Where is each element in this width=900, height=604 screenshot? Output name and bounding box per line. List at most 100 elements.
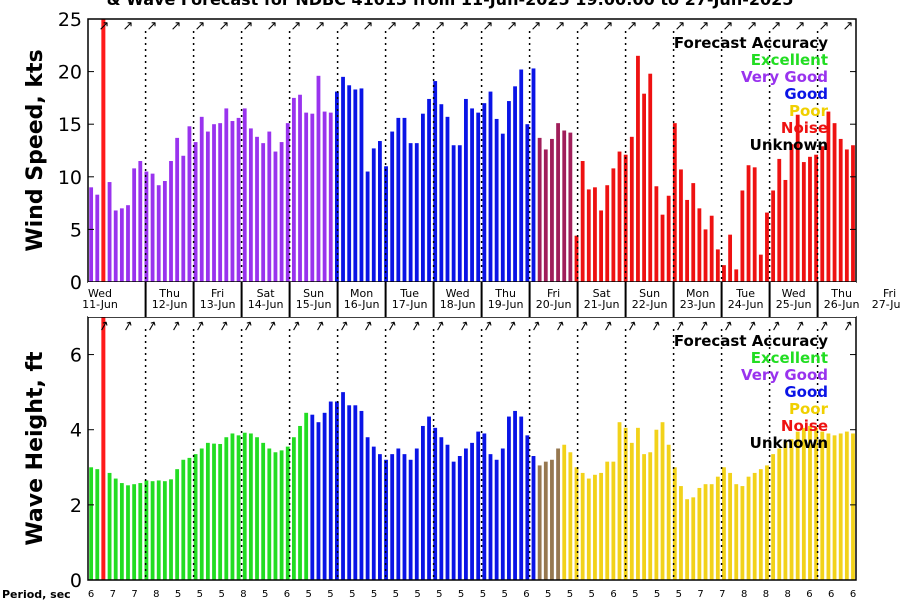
wind-bar [672, 123, 677, 283]
wind-bar [636, 55, 640, 282]
day-label-date: 24-Jun [728, 298, 764, 311]
wave-bar [482, 433, 487, 580]
wave-bar [89, 467, 94, 580]
day-label-dow: Mon [350, 287, 373, 300]
wind-bar [531, 68, 536, 282]
period-value: 8 [240, 589, 246, 600]
wind-legend-entry: Very Good [741, 68, 828, 86]
period-value: 5 [480, 589, 486, 600]
wave-bar [353, 405, 358, 580]
day-label-dow: Thu [830, 287, 852, 300]
wind-bar [697, 208, 702, 282]
wave-bar [476, 431, 481, 580]
day-label-date: 21-Jun [584, 298, 620, 311]
wave-bar [193, 454, 198, 580]
wind-bar [89, 187, 94, 282]
period-value: 5 [349, 589, 355, 600]
wave-bar [629, 442, 634, 580]
wave-bar [181, 459, 186, 580]
wind-bar [660, 214, 665, 282]
wave-bar [273, 452, 278, 580]
wind-bar [304, 112, 309, 282]
wind-bar [347, 85, 352, 282]
wave-bar [402, 454, 407, 580]
wave-bar [107, 472, 112, 580]
wave-bar [500, 448, 505, 580]
wave-bar [169, 479, 173, 580]
wave-bar [248, 433, 253, 580]
day-axis-band [88, 282, 856, 317]
period-value: 8 [153, 589, 159, 600]
wave-bar [150, 481, 155, 580]
wind-bar [248, 128, 253, 282]
wind-bar [230, 121, 235, 282]
wind-bar [421, 113, 425, 283]
wave-bar [212, 443, 216, 580]
day-label-dow: Thu [494, 287, 516, 300]
wind-legend-entry: Excellent [751, 51, 828, 69]
wind-bar [224, 108, 229, 282]
wind-bar [414, 143, 419, 282]
wind-bar [482, 103, 487, 282]
wave-y-tick-label: 6 [70, 345, 82, 367]
period-value: 5 [175, 589, 181, 600]
wind-bar [611, 168, 616, 282]
wave-y-tick-label: 0 [70, 570, 82, 592]
wave-bar [224, 437, 229, 580]
wave-bar [660, 422, 665, 580]
wave-bar [279, 450, 284, 580]
wind-bar [709, 215, 714, 282]
wind-bar [703, 229, 708, 282]
day-label-date: 11-Jun [82, 298, 118, 311]
period-value: 5 [676, 589, 682, 600]
wave-bar [494, 459, 499, 580]
wind-bar [679, 169, 683, 282]
wind-bar [789, 144, 794, 282]
wind-bar [95, 194, 100, 282]
wind-bar [175, 137, 180, 282]
period-value: 5 [393, 589, 399, 600]
day-label-date: 17-Jun [392, 298, 428, 311]
wave-bar [144, 480, 149, 580]
day-label-dow: Wed [782, 287, 806, 300]
wind-y-tick-label: 0 [70, 272, 82, 294]
wind-bar [654, 186, 659, 282]
wind-bar [752, 167, 757, 282]
wave-bar [162, 481, 167, 580]
wave-bar [427, 416, 431, 580]
wind-bar [433, 81, 438, 282]
day-label-dow: Fri [547, 287, 560, 300]
wind-bar [267, 131, 272, 282]
wave-bar [113, 478, 118, 580]
wind-bar [353, 89, 358, 282]
wave-bar [230, 433, 235, 580]
wind-bar [119, 208, 124, 282]
wave-bar [531, 456, 536, 580]
day-label-date: 25-Jun [776, 298, 812, 311]
period-value: 5 [567, 589, 573, 600]
wind-bar [777, 158, 782, 282]
wave-bar [715, 476, 720, 580]
wind-bar [334, 91, 339, 282]
wind-bar [365, 171, 370, 282]
wind-bar [740, 190, 745, 282]
wave-y-tick-label: 2 [70, 495, 82, 517]
wave-bar [746, 476, 751, 580]
wave-bar [568, 452, 573, 580]
wind-bar [722, 265, 726, 282]
wave-bar [126, 485, 130, 580]
wave-bar [562, 444, 567, 580]
wind-bar [322, 111, 327, 282]
wave-bar [525, 435, 530, 580]
wave-bar [537, 465, 542, 580]
wave-bar [95, 469, 100, 580]
wave-bar [322, 412, 327, 580]
wind-bar [599, 210, 603, 282]
day-label-dow: Wed [446, 287, 470, 300]
chart-title: & Wave Forecast for NDBC 41013 from 11-J… [107, 0, 794, 9]
wind-bar [500, 133, 505, 282]
wind-bar [150, 173, 155, 282]
wind-bar [457, 145, 462, 282]
wave-bar [617, 422, 622, 580]
period-axis: 6 7 7 8 5 5 5 8 5 6 5 5 5 5 5 5 5 5 5 5 6 5 5 5 6 5 5 5 7 7 8 8 8 6 6 6 [88, 589, 856, 600]
